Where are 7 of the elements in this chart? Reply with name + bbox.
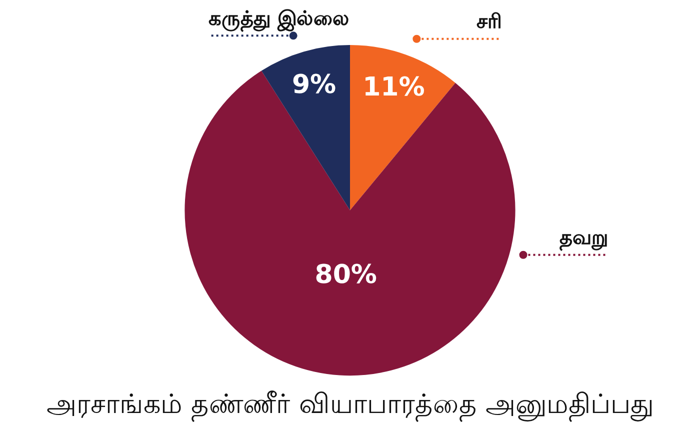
data-label: 9%: [292, 70, 336, 100]
text: அரசாங்கம் தண்ணீர் வியாபாரத்தை அனுமதிப்பது: [46, 388, 654, 422]
data-label: 11%: [362, 72, 425, 103]
data-label: 80%: [314, 260, 377, 290]
slice-label: தவறு: [559, 225, 608, 252]
slice-label: சரி: [476, 9, 502, 34]
slice-label: கருத்து இல்லை: [208, 6, 350, 32]
